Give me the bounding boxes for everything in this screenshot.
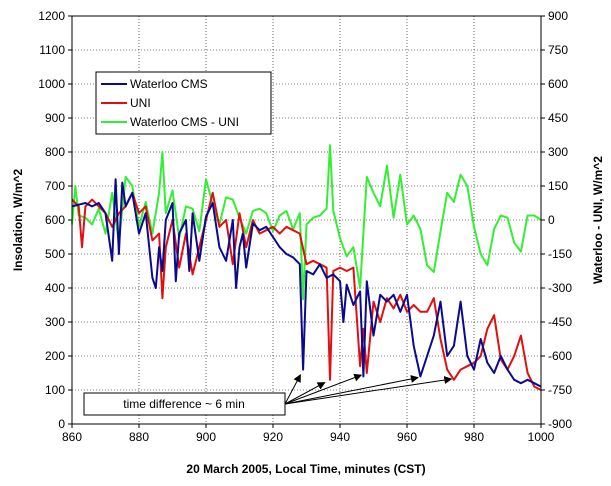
annotation-arrow <box>284 376 453 405</box>
left-tick-label: 500 <box>45 247 65 261</box>
right-tick-label: -150 <box>548 247 572 261</box>
right-tick-label: 900 <box>548 9 568 23</box>
x-tick-label: 880 <box>129 430 149 444</box>
annotation: time difference ~ 6 min <box>83 373 453 416</box>
right-tick-label: -450 <box>548 315 572 329</box>
x-axis-ticks: 860 880 900 920 940 960 980 1000 <box>62 424 555 444</box>
right-tick-label: 0 <box>548 213 555 227</box>
x-tick-label: 860 <box>62 430 82 444</box>
x-tick-label: 960 <box>397 430 417 444</box>
right-axis-title: Waterloo - UNI, W/m^2 <box>591 156 605 284</box>
left-axis-title: Insolation, W/m^2 <box>11 169 25 272</box>
legend: Waterloo CMS UNI Waterloo CMS - UNI <box>95 71 272 135</box>
left-tick-label: 1100 <box>39 43 65 57</box>
left-tick-label: 800 <box>45 145 65 159</box>
right-tick-label: -900 <box>548 417 572 431</box>
right-tick-label: -300 <box>548 281 572 295</box>
series-layer <box>71 144 542 391</box>
right-tick-label: 150 <box>548 179 568 193</box>
series-line-uni <box>71 191 542 391</box>
left-tick-label: 300 <box>45 315 65 329</box>
x-tick-label: 1000 <box>528 430 555 444</box>
annotation-arrows <box>284 373 453 405</box>
left-tick-label: 400 <box>45 281 65 295</box>
right-tick-label: -750 <box>548 383 572 397</box>
right-tick-label: 600 <box>548 77 568 91</box>
annotation-arrow <box>284 374 301 405</box>
x-tick-label: 920 <box>263 430 283 444</box>
right-tick-label: 300 <box>548 145 568 159</box>
left-axis-ticks: 0 100 200 300 400 500 600 700 800 900 1000 1100 1200 <box>38 9 72 431</box>
left-tick-label: 200 <box>45 349 65 363</box>
x-axis-title: 20 March 2005, Local Time, minutes (CST) <box>186 462 425 476</box>
right-tick-label: -600 <box>548 349 572 363</box>
annotation-box <box>83 392 286 416</box>
right-tick-label: 750 <box>548 43 568 57</box>
x-tick-label: 980 <box>464 430 484 444</box>
left-tick-label: 900 <box>45 111 65 125</box>
left-tick-label: 1200 <box>38 9 65 23</box>
annotation-arrow <box>284 373 363 405</box>
left-tick-label: 700 <box>45 179 65 193</box>
annotation-arrow <box>284 382 326 405</box>
left-tick-label: 100 <box>45 383 65 397</box>
left-tick-label: 0 <box>58 417 65 431</box>
x-tick-label: 940 <box>330 430 350 444</box>
series-line-waterloo-cms-uni <box>71 144 542 301</box>
annotation-arrow <box>284 375 419 405</box>
x-tick-label: 900 <box>196 430 216 444</box>
annotation-text: time difference ~ 6 min <box>123 397 245 411</box>
left-tick-label: 1000 <box>38 77 65 91</box>
legend-label-waterloo: Waterloo CMS <box>130 77 208 91</box>
right-axis-ticks: -900 -750 -600 -450 -300 -150 0 150 300 450 600 750… <box>541 9 572 431</box>
right-tick-label: 450 <box>548 111 568 125</box>
legend-label-difference: Waterloo CMS - UNI <box>130 115 239 129</box>
left-tick-label: 600 <box>45 213 65 227</box>
legend-label-uni: UNI <box>130 96 151 110</box>
series-line-waterloo-cms <box>71 178 542 388</box>
